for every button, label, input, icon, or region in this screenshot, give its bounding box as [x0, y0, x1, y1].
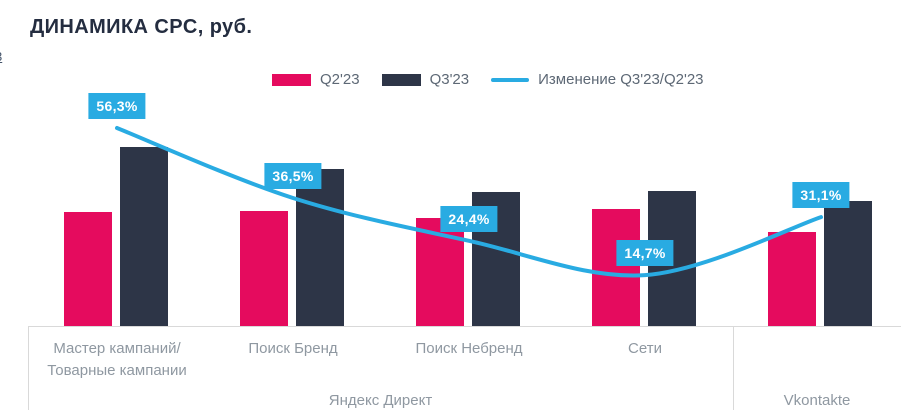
category-label-poisk-brend: Поиск Бренд: [248, 340, 338, 357]
bar-q2-2: [416, 218, 464, 326]
legend-label-q2: Q2'23: [320, 71, 360, 88]
change-label-0: 56,3%: [88, 93, 146, 119]
legend: Q2'23 Q3'23 Изменение Q3'23/Q2'23: [272, 71, 704, 88]
category-label-seti: Сети: [628, 340, 662, 357]
legend-item-q2: Q2'23: [272, 71, 360, 88]
chart-title: ДИНАМИКА CPC, руб.: [30, 16, 253, 38]
group-label-yandex-direct: Яндекс Директ: [328, 392, 433, 409]
change-label-4: 31,1%: [792, 182, 850, 208]
legend-label-change: Изменение Q3'23/Q2'23: [538, 71, 704, 88]
bar-q2-1: [240, 211, 288, 326]
change-line: [115, 126, 823, 278]
axis-group-divider: [733, 327, 734, 410]
edge-link-fragment-text: 3: [0, 49, 2, 64]
bar-q3-4: [824, 201, 872, 326]
bar-q3-1: [296, 169, 344, 326]
legend-item-change: Изменение Q3'23/Q2'23: [491, 71, 704, 88]
bar-q2-3: [592, 209, 640, 326]
bar-q2-4: [768, 232, 816, 326]
legend-label-q3: Q3'23: [429, 71, 470, 88]
change-label-3: 14,7%: [616, 240, 674, 266]
bar-q2-0: [64, 212, 112, 326]
category-label-poisk-nebrend: Поиск Небренд: [415, 340, 523, 357]
change-label-2: 24,4%: [440, 206, 498, 232]
q2-swatch-icon: [272, 73, 311, 86]
change-line-swatch-icon: [491, 77, 530, 82]
bar-q3-0: [120, 147, 168, 326]
change-label-1: 36,5%: [264, 163, 322, 189]
category-label-master-kampanii: Мастер кампаний/ Товарные кампании: [47, 340, 187, 379]
legend-item-q3: Q3'23: [381, 71, 470, 88]
group-label-vkontakte: Vkontakte: [783, 392, 851, 409]
q3-swatch-icon: [381, 73, 421, 86]
axis-border-left: [28, 327, 29, 410]
edge-link-fragment: 3: [0, 49, 8, 66]
x-axis-line: [28, 326, 901, 327]
